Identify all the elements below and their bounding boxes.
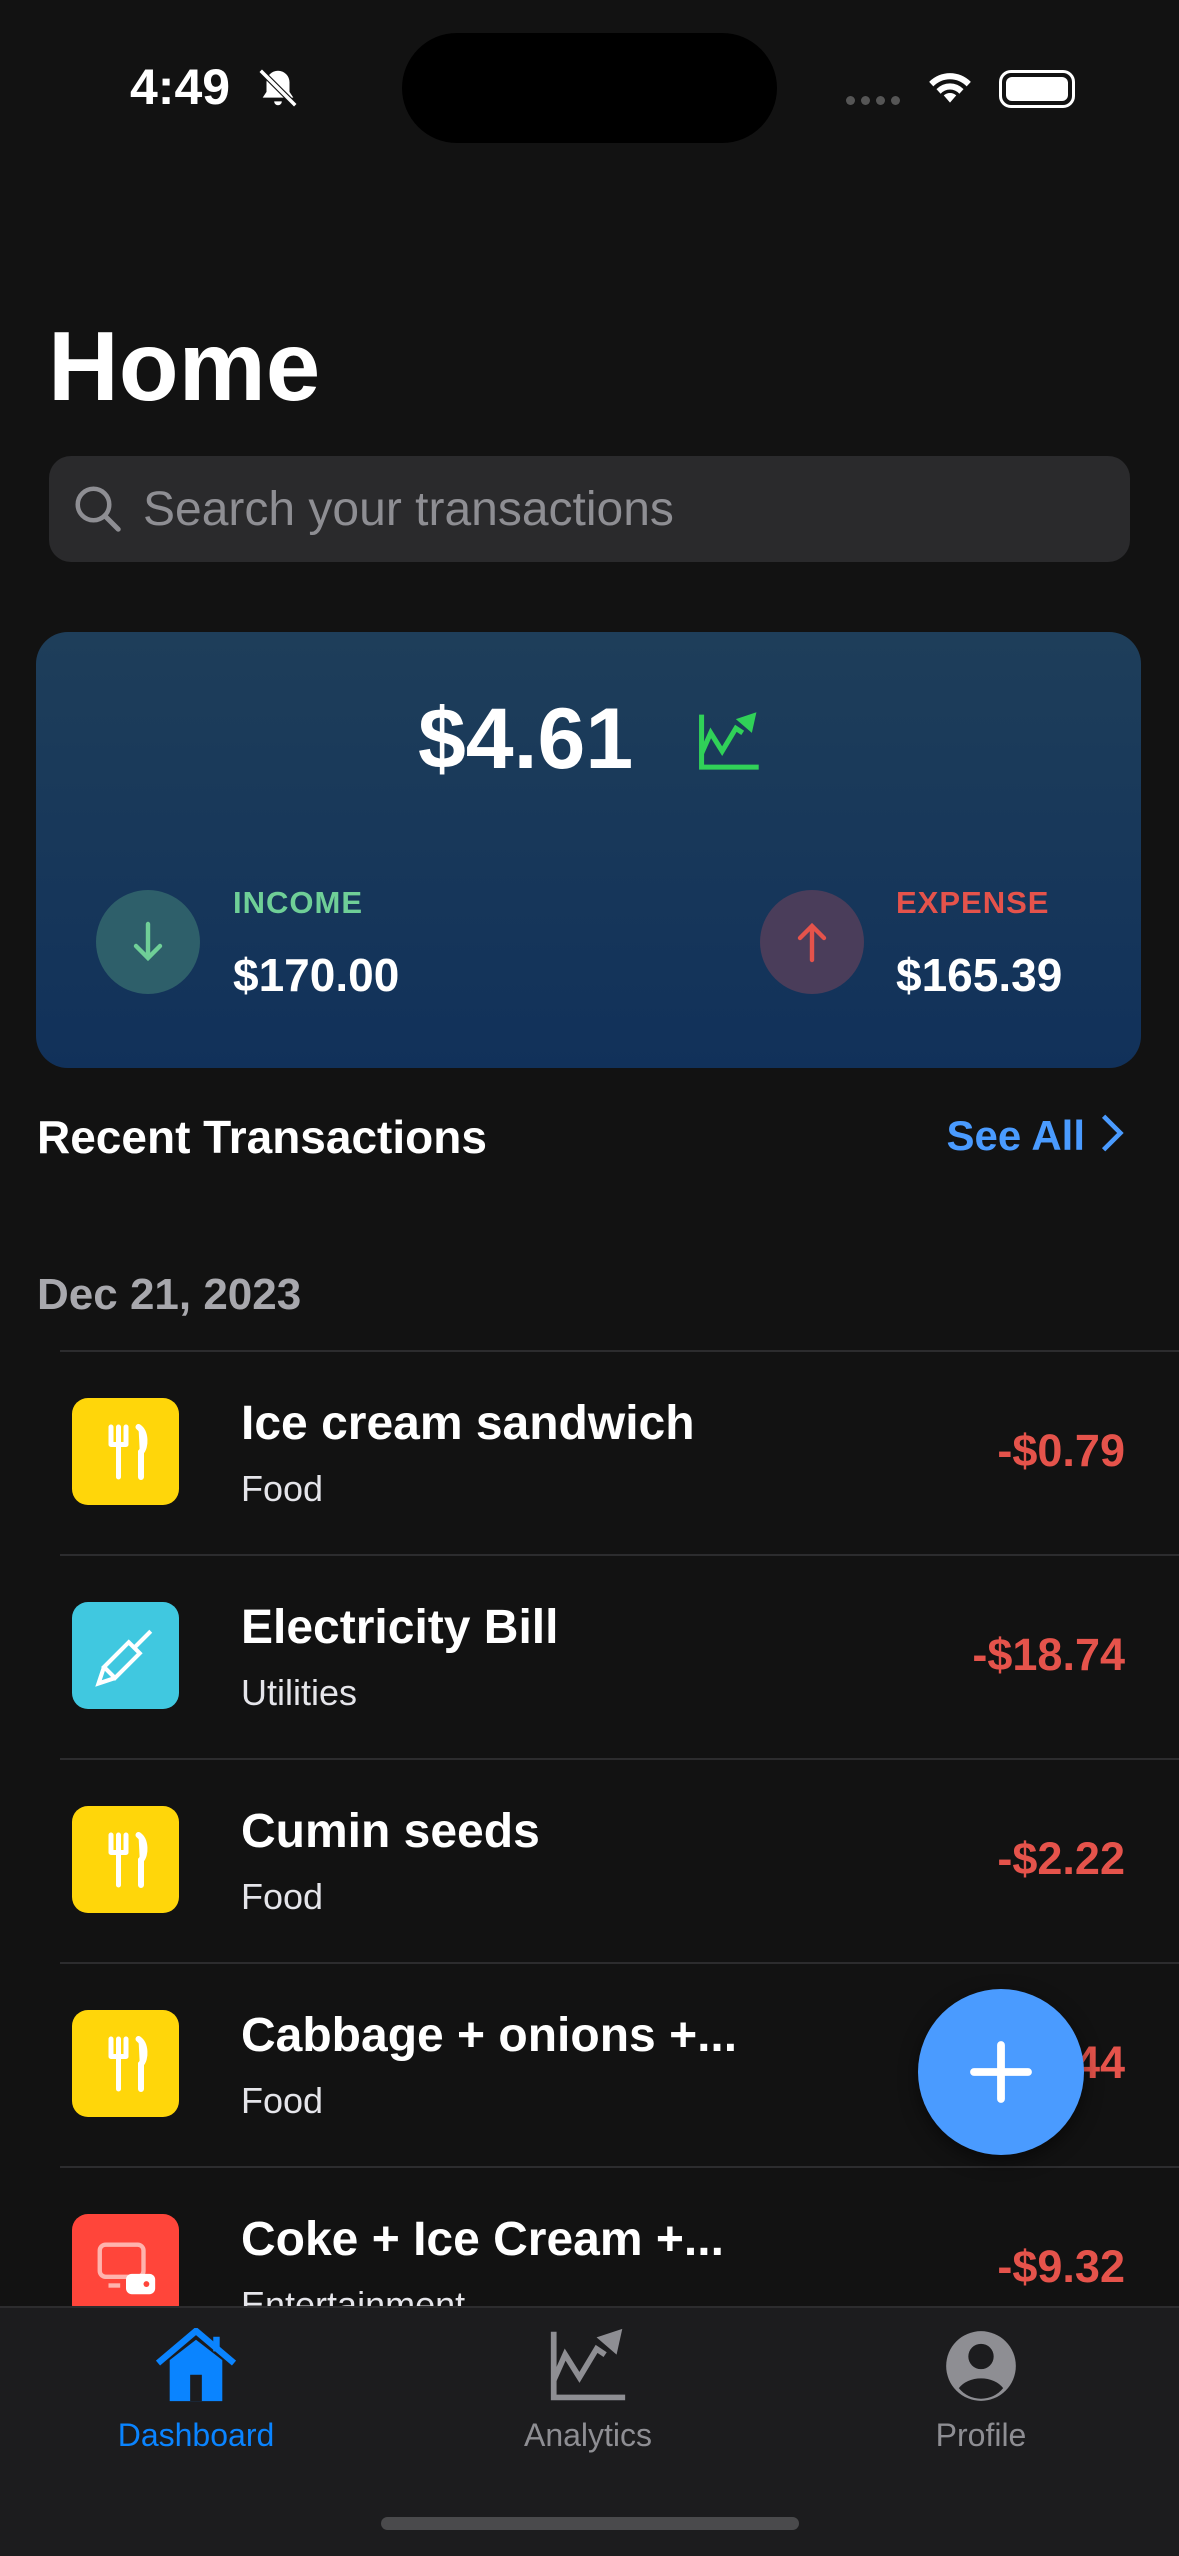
income-icon [96, 890, 200, 994]
transaction-name: Cumin seeds [241, 1805, 540, 1858]
chart-up-icon [550, 2328, 626, 2401]
tab-analytics[interactable]: Analytics [468, 2328, 708, 2454]
transaction-amount: -$2.22 [997, 1833, 1125, 1884]
search-placeholder: Search your transactions [143, 482, 674, 536]
transaction-category: Food [241, 1876, 324, 1917]
transaction-amount: -$18.74 [972, 1629, 1125, 1680]
chevron-right-icon [1101, 1114, 1124, 1152]
transaction-amount: -$9.32 [997, 2241, 1125, 2292]
divider [60, 1962, 1179, 1964]
transaction-name: Ice cream sandwich [241, 1397, 695, 1450]
tab-label: Analytics [523, 2417, 653, 2453]
transaction-name: Cabbage + onions +... [241, 2009, 738, 2062]
page-title: Home [48, 311, 321, 421]
transaction-category: Utilities [241, 1672, 358, 1713]
income-amount: $170.00 [233, 949, 400, 1001]
divider [60, 1350, 1179, 1352]
transaction-row[interactable]: Coke + Ice Cream +... Entertainment -$9.… [0, 2166, 1179, 2370]
fork-knife-icon [72, 2010, 179, 2117]
add-transaction-button[interactable] [918, 1989, 1084, 2155]
see-all-button[interactable]: See All [946, 1112, 1125, 1160]
fork-knife-icon [72, 1398, 179, 1505]
tv-game-icon [72, 2214, 179, 2321]
house-icon [155, 2326, 237, 2402]
see-all-label: See All [946, 1112, 1085, 1159]
tab-bar: Dashboard Analytics Profile [0, 2306, 1179, 2556]
cellular-signal-icon [846, 96, 900, 105]
battery-icon [999, 70, 1075, 108]
person-circle-icon [946, 2331, 1016, 2401]
wifi-icon [929, 73, 971, 103]
balance-value: $4.61 [417, 691, 634, 787]
transaction-row[interactable]: Ice cream sandwich Food -$0.79 [0, 1350, 1179, 1554]
tab-profile[interactable]: Profile [861, 2328, 1101, 2454]
balance-card [36, 632, 1141, 1068]
transaction-row[interactable]: Cumin seeds Food -$2.22 [0, 1758, 1179, 1962]
tab-label: Dashboard [117, 2417, 275, 2453]
transaction-category: Food [241, 1468, 324, 1509]
balance-amount: $4.61 [0, 690, 1179, 789]
transaction-row[interactable]: Cabbage + onions +... Food 44 [0, 1962, 1179, 2166]
transaction-name: Electricity Bill [241, 1601, 559, 1654]
transaction-amount: -$0.79 [997, 1425, 1125, 1476]
home-indicator [381, 2517, 799, 2530]
recent-transactions-title: Recent Transactions [37, 1111, 487, 1163]
tab-label: Profile [935, 2417, 1027, 2453]
search-input[interactable]: Search your transactions [49, 456, 1130, 562]
transaction-row[interactable]: Electricity Bill Utilities -$18.74 [0, 1554, 1179, 1758]
plus-icon [970, 2041, 1032, 2103]
dynamic-island [402, 33, 777, 143]
screwdriver-icon [72, 1602, 179, 1709]
tab-dashboard[interactable]: Dashboard [76, 2326, 316, 2454]
divider [60, 2166, 1179, 2168]
expense-label: EXPENSE [896, 885, 1050, 920]
date-header: Dec 21, 2023 [37, 1270, 302, 1319]
income-label: INCOME [233, 885, 363, 920]
bell-slash-icon [258, 68, 298, 108]
expense-icon [760, 890, 864, 994]
fork-knife-icon [72, 1806, 179, 1913]
expense-amount: $165.39 [896, 949, 1063, 1001]
search-icon [75, 486, 121, 532]
divider [60, 1554, 1179, 1556]
transaction-name: Coke + Ice Cream +... [241, 2213, 724, 2266]
chart-up-icon [699, 712, 759, 770]
divider [60, 1758, 1179, 1760]
transaction-category: Food [241, 2080, 324, 2121]
status-time: 4:49 [130, 59, 231, 115]
